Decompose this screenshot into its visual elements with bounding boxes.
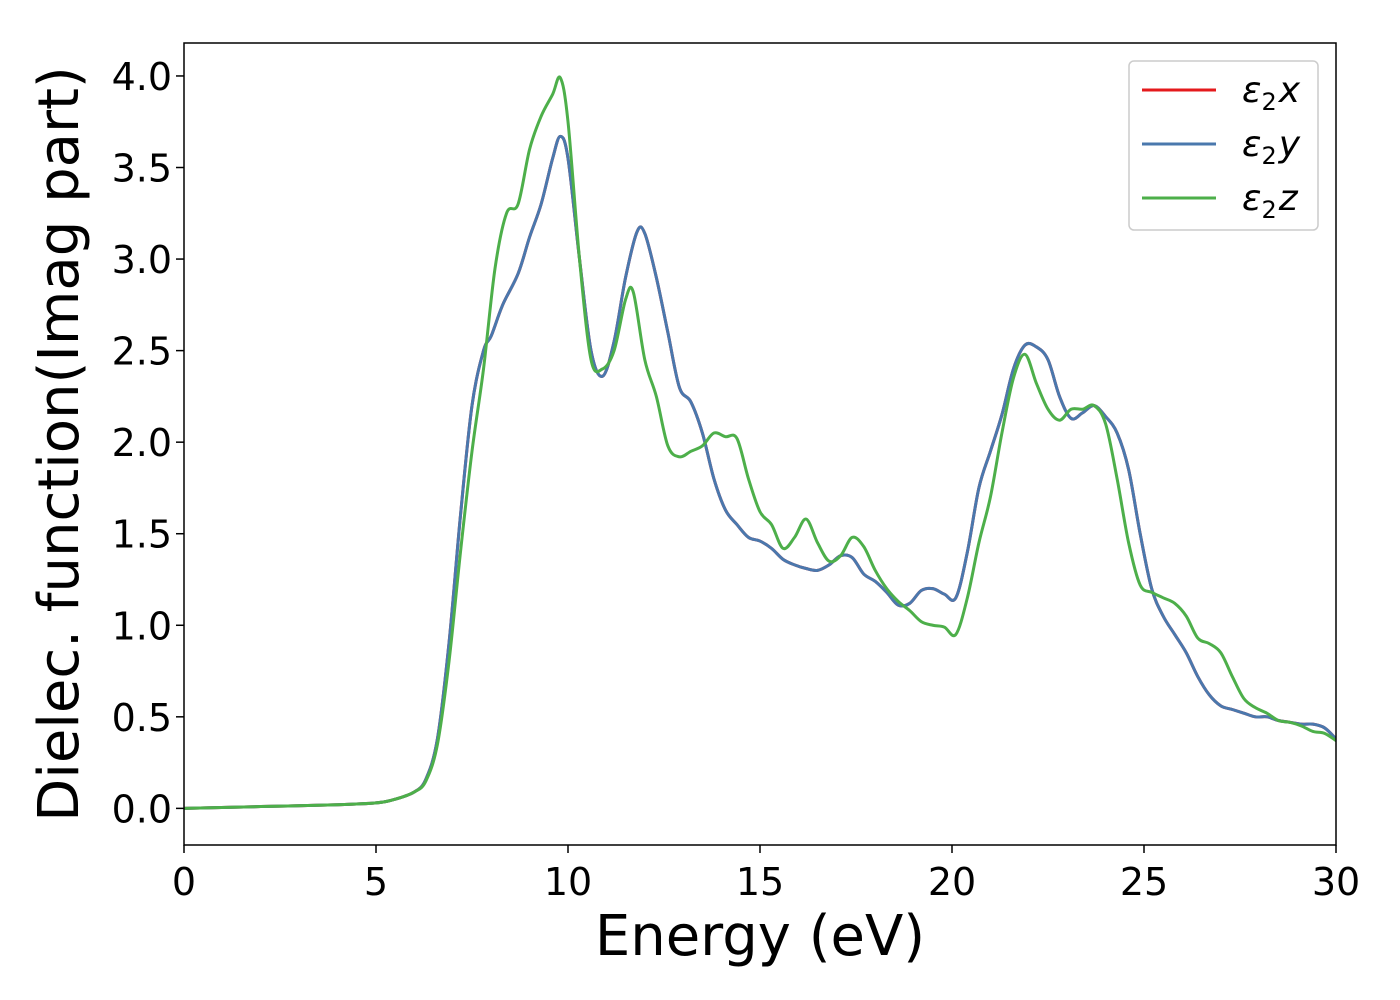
x-axis-ticks: 0 5 10 15 20 25 30 (172, 845, 1360, 904)
y-tick-label: 0.5 (112, 696, 172, 740)
legend-variable: z (1278, 178, 1299, 219)
y-tick-label: 2.5 (112, 330, 172, 374)
legend-label-y: ε2y (1242, 124, 1301, 170)
series-line-z (184, 75, 1336, 810)
legend-variable: y (1278, 124, 1301, 165)
legend-subscript: 2 (1261, 142, 1276, 170)
y-axis-ticks: 0.0 0.5 1.0 1.5 2.0 2.5 3.0 3.5 4.0 (112, 55, 184, 831)
legend-box (1128, 60, 1319, 231)
x-tick-label: 0 (172, 860, 196, 904)
x-tick-label: 30 (1312, 860, 1360, 904)
y-tick-label: 1.5 (112, 513, 172, 557)
x-axis-label: Energy (eV) (595, 904, 925, 969)
legend-label-z: ε2z (1242, 178, 1299, 224)
legend-symbol: ε (1242, 70, 1261, 111)
legend-label-x: ε2x (1242, 70, 1301, 116)
y-axis-label: Dielec. function(Imag part) (27, 66, 92, 822)
legend-subscript: 2 (1261, 88, 1276, 116)
legend-variable: x (1278, 70, 1301, 111)
y-tick-label: 3.5 (112, 147, 172, 191)
x-tick-label: 5 (364, 860, 388, 904)
y-tick-label: 4.0 (112, 55, 172, 99)
series-layer (184, 75, 1336, 810)
y-tick-label: 2.0 (112, 421, 172, 465)
x-tick-label: 25 (1120, 860, 1168, 904)
legend-symbol: ε (1242, 178, 1261, 219)
x-tick-label: 20 (928, 860, 976, 904)
y-tick-label: 1.0 (112, 604, 172, 648)
y-tick-label: 3.0 (112, 238, 172, 282)
x-tick-label: 15 (736, 860, 784, 904)
legend-subscript: 2 (1261, 196, 1276, 224)
y-tick-label: 0.0 (112, 787, 172, 831)
x-tick-label: 10 (544, 860, 592, 904)
legend-symbol: ε (1242, 124, 1261, 165)
